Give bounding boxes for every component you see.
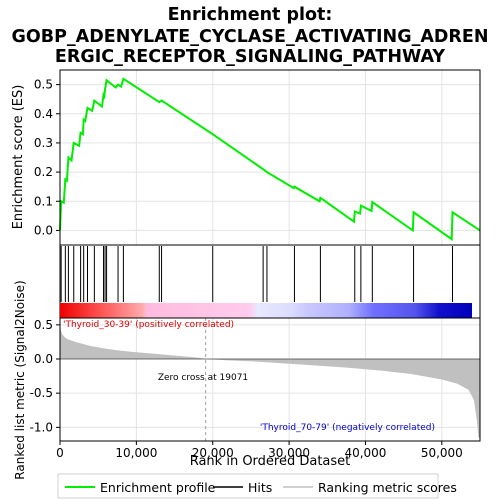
title-line-3: ERGIC_RECEPTOR_SIGNALING_PATHWAY	[55, 47, 445, 67]
es-plot-area	[60, 70, 480, 245]
metric-frame	[59, 317, 481, 442]
ranking-metric-area	[60, 321, 480, 438]
legend-label-enrichment-profile: Enrichment profile	[100, 480, 216, 495]
es-grid	[59, 70, 480, 245]
ranked-metric-panel: -1.0 -0.5 0.0 0.5 0 10,000 20,000 30,000 40,000…	[13, 280, 481, 480]
metric-x-tick-label: 30,000	[268, 446, 310, 460]
negative-correlation-label: 'Thyroid_70-79' (negatively correlated)	[260, 423, 435, 433]
metric-x-tick-label: 20,000	[192, 446, 234, 460]
zero-cross-label: Zero cross at 19071	[158, 373, 248, 383]
metric-x-tick-label: 50,000	[421, 446, 463, 460]
metric-y-tick-label: -1.0	[30, 420, 53, 434]
hits-panel	[59, 244, 481, 319]
es-y-tick-label: 0.1	[34, 194, 53, 208]
metric-y-tick-label: -0.5	[30, 386, 53, 400]
legend-label-ranking-metric: Ranking metric scores	[318, 480, 457, 495]
title-line-2: GOBP_ADENYLATE_CYCLASE_ACTIVATING_ADREN	[12, 27, 489, 47]
metric-x-ticks: 0 10,000 20,000 30,000 40,000 50,000	[56, 441, 463, 460]
enrichment-score-panel: 0.0 0.1 0.2 0.3 0.4 0.5 Enrichment score (ES)	[11, 69, 481, 246]
legend-box	[57, 473, 439, 499]
es-y-tick-label: 0.5	[34, 78, 53, 92]
enrichment-profile-line	[59, 77, 481, 242]
metric-y-axis-label: Ranked list metric (Signal2Noise)	[13, 280, 27, 479]
legend-label-hits: Hits	[248, 480, 272, 495]
title-line-1: Enrichment plot:	[168, 5, 333, 25]
es-y-tick-label: 0.2	[34, 165, 53, 179]
es-y-tick-label: 0.0	[34, 223, 53, 237]
rank-color-bar	[60, 303, 472, 318]
metric-y-tick-label: 0.5	[34, 318, 53, 332]
metric-x-tick-label: 40,000	[344, 446, 386, 460]
positive-correlation-label: 'Thyroid_30-39' (positively correlated)	[63, 320, 234, 330]
hit-marks	[60, 246, 454, 302]
es-y-tick-label: 0.3	[34, 136, 53, 150]
metric-x-tick-label: 10,000	[115, 446, 157, 460]
es-y-tick-label: 0.4	[34, 107, 53, 121]
es-y-axis-label: Enrichment score (ES)	[11, 85, 26, 230]
legend: Enrichment profile Hits Ranking metric s…	[57, 473, 457, 499]
es-y-ticks: 0.0 0.1 0.2 0.3 0.4 0.5	[34, 78, 60, 237]
metric-x-tick-label: 0	[56, 446, 64, 460]
metric-x-axis-label: Rank in Ordered Dataset	[190, 454, 351, 469]
color-bar-gradient	[60, 303, 472, 318]
metric-y-tick-label: 0.0	[34, 352, 53, 366]
metric-y-ticks: -1.0 -0.5 0.0 0.5	[30, 318, 60, 434]
